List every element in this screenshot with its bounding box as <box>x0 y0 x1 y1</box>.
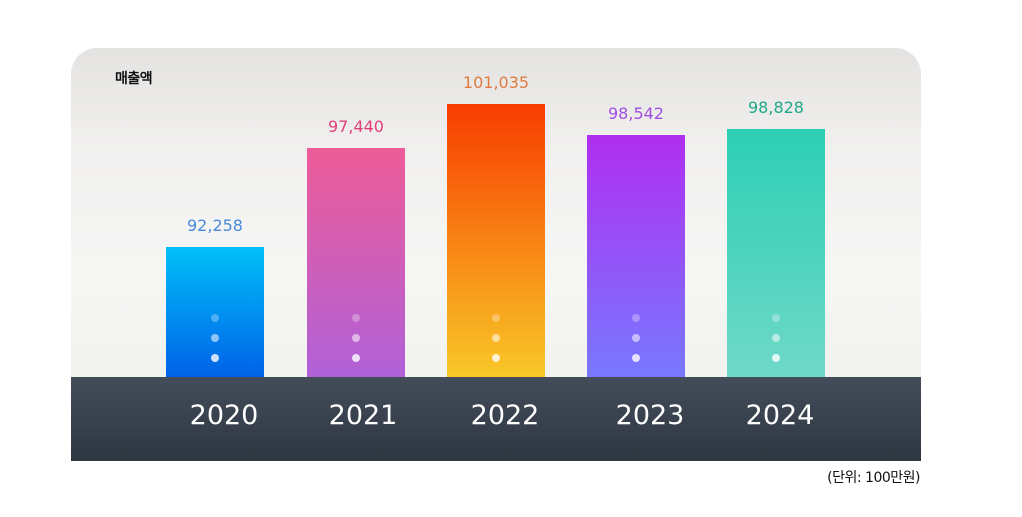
x-tick-label: 2024 <box>745 400 815 431</box>
value-label: 98,542 <box>608 104 664 123</box>
dot-icon <box>632 334 640 342</box>
chart-panel: 매출액 92,258 2020 97,440 2021 101,035 2022 98,54… <box>71 48 921 461</box>
dot-icon <box>772 314 780 322</box>
dot-icon <box>211 334 219 342</box>
dot-icon <box>632 354 640 362</box>
dot-icon <box>492 314 500 322</box>
bar-2021 <box>307 148 405 377</box>
dot-icon <box>772 334 780 342</box>
x-tick-label: 2023 <box>615 400 685 431</box>
x-tick-label: 2021 <box>328 400 398 431</box>
value-label: 92,258 <box>187 216 243 235</box>
dot-icon <box>352 334 360 342</box>
x-axis-band <box>71 377 921 461</box>
value-label: 101,035 <box>462 73 530 92</box>
x-tick-label: 2022 <box>470 400 540 431</box>
dot-icon <box>352 314 360 322</box>
value-label: 97,440 <box>328 117 384 136</box>
unit-note: (단위: 100만원) <box>827 470 920 486</box>
dot-icon <box>211 354 219 362</box>
x-tick-label: 2020 <box>189 400 259 431</box>
dot-icon <box>211 314 219 322</box>
bar-2023 <box>587 135 685 377</box>
chart-title: 매출액 <box>115 71 153 87</box>
dot-icon <box>492 334 500 342</box>
bar-2022 <box>447 104 545 377</box>
dot-icon <box>632 314 640 322</box>
dot-icon <box>492 354 500 362</box>
bar-2024 <box>727 129 825 377</box>
bar-2020 <box>166 247 264 377</box>
dot-icon <box>352 354 360 362</box>
value-label: 98,828 <box>748 98 804 117</box>
dot-icon <box>772 354 780 362</box>
